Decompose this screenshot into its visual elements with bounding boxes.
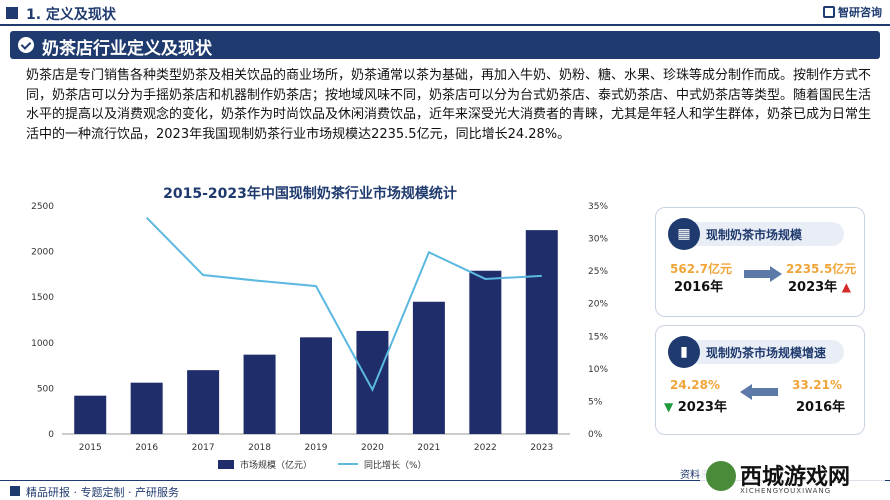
footer-text: 精品研报 · 专题定制 · 产研服务 xyxy=(26,486,179,499)
growth-rate-card: ▮ 现制奶茶市场规模增速 24.28% ▼ 2023年 33.21% 2016年 xyxy=(655,325,865,435)
card-right-value: 33.21% xyxy=(792,378,842,392)
x-tick-label: 2021 xyxy=(417,443,440,453)
card-title: 现制奶茶市场规模增速 xyxy=(706,346,827,360)
card-title: 现制奶茶市场规模 xyxy=(706,228,803,242)
brand-icon xyxy=(823,6,835,18)
x-tick-label: 2023 xyxy=(530,443,553,453)
market-size-card: ▦ 现制奶茶市场规模 562.7亿元 2016年 2235.5亿元 2023年 … xyxy=(655,207,865,317)
right-tick-label: 25% xyxy=(588,267,608,277)
intro-paragraph: 奶茶店是专门销售各种类型奶茶及相关饮品的商业场所，奶茶通常以茶为基础，再加入牛奶… xyxy=(26,68,872,142)
card-header: ▦ 现制奶茶市场规模 xyxy=(668,218,844,250)
x-tick-label: 2015 xyxy=(79,443,102,453)
bar-2015 xyxy=(74,395,107,434)
top-bar: 1. 定义及现状 智研咨询 xyxy=(0,0,890,26)
left-arrow-icon xyxy=(740,384,778,400)
doc-icon xyxy=(10,486,20,496)
card-header: ▮ 现制奶茶市场规模增速 xyxy=(668,336,844,368)
right-tick-label: 10% xyxy=(588,365,608,375)
x-tick-label: 2017 xyxy=(192,443,215,453)
down-arrow-icon: ▼ xyxy=(664,400,674,414)
legend-line-label: 同比增长（%） xyxy=(364,459,427,471)
x-tick-label: 2022 xyxy=(474,443,497,453)
bar-2017 xyxy=(187,370,220,434)
brand-logo: 智研咨询 xyxy=(823,4,882,20)
watermark-logo-icon xyxy=(706,461,736,491)
x-tick-label: 2020 xyxy=(361,443,384,453)
bar-2020 xyxy=(356,330,389,434)
right-tick-label: 20% xyxy=(588,300,608,310)
left-tick-label: 2000 xyxy=(31,248,54,258)
card-right-year-wrap: 2023年 ▲ xyxy=(788,276,851,295)
market-size-chart: 0 500 1000 1500 2000 2500 0% 5% 10% 15% 20% 25% 30% 3… xyxy=(31,202,608,471)
brand-name: 智研咨询 xyxy=(838,6,882,19)
check-icon xyxy=(18,37,34,53)
right-arrow-icon xyxy=(744,266,782,282)
bar-2018 xyxy=(243,354,276,434)
left-tick-label: 1500 xyxy=(31,293,54,303)
chart-icon: ▮ xyxy=(668,336,700,368)
right-tick-label: 35% xyxy=(588,202,608,212)
bar-2023 xyxy=(525,230,558,434)
building-icon: ▦ xyxy=(668,218,700,250)
left-tick-label: 500 xyxy=(37,384,54,394)
up-arrow-icon: ▲ xyxy=(841,280,851,294)
x-tick-label: 2018 xyxy=(248,443,271,453)
banner-title: 奶茶店行业定义及现状 xyxy=(42,39,212,59)
card-left-year: 2023年 xyxy=(677,400,727,415)
card-right-value: 2235.5亿元 xyxy=(786,262,857,276)
bar-2021 xyxy=(412,301,445,434)
growth-line xyxy=(145,216,542,393)
card-left-year: 2016年 xyxy=(674,280,724,295)
left-tick-label: 0 xyxy=(48,430,54,440)
left-tick-label: 1000 xyxy=(31,339,54,349)
right-tick-label: 5% xyxy=(588,397,603,407)
watermark-title: 西城游戏网 xyxy=(740,465,851,490)
right-tick-label: 0% xyxy=(588,430,603,440)
x-tick-label: 2016 xyxy=(135,443,158,453)
card-right-year: 2016年 xyxy=(796,400,846,415)
section-marker-icon xyxy=(6,7,18,19)
x-tick-label: 2019 xyxy=(305,443,328,453)
card-left-value: 562.7亿元 xyxy=(670,262,732,276)
card-right-year: 2023年 xyxy=(788,280,838,295)
card-left-year-wrap: ▼ 2023年 xyxy=(664,396,727,415)
watermark: 西城游戏网 XICHENGYOUXIWANG xyxy=(700,455,885,500)
right-tick-label: 15% xyxy=(588,332,608,342)
legend-bar-label: 市场规模（亿元） xyxy=(240,459,312,471)
right-tick-label: 30% xyxy=(588,235,608,245)
bar-2019 xyxy=(300,337,332,434)
title-banner: 奶茶店行业定义及现状 xyxy=(10,31,880,59)
card-left-value: 24.28% xyxy=(670,378,720,392)
section-title: 1. 定义及现状 xyxy=(26,7,116,23)
chart-title: 2015-2023年中国现制奶茶行业市场规模统计 xyxy=(163,186,457,202)
left-tick-label: 2500 xyxy=(31,202,54,212)
legend-bar-swatch xyxy=(218,460,234,469)
bar-2022 xyxy=(469,270,502,434)
watermark-subtitle: XICHENGYOUXIWANG xyxy=(740,487,832,495)
bar-2016 xyxy=(130,382,163,434)
